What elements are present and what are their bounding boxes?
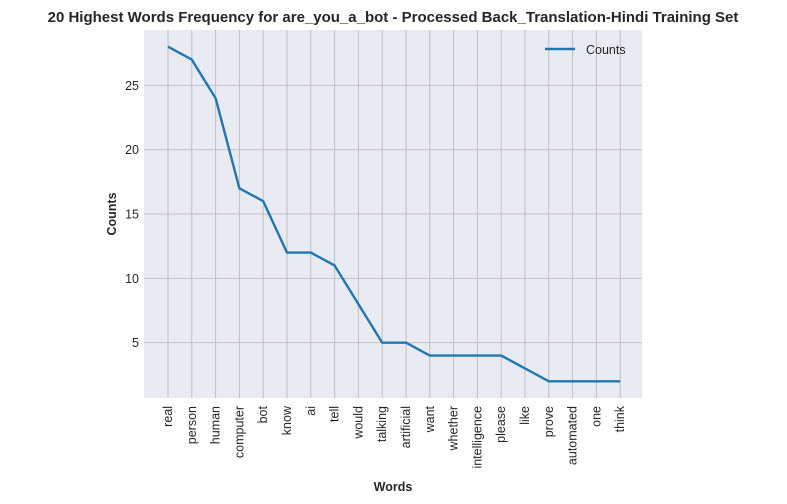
x-tick-label: real xyxy=(161,406,175,427)
x-tick-label: human xyxy=(209,406,223,444)
x-tick-label: one xyxy=(589,406,603,427)
x-tick-label: whether xyxy=(447,406,461,451)
x-tick-label: artificial xyxy=(399,406,413,448)
x-tick-label: intelligence xyxy=(470,406,484,469)
series-line-counts xyxy=(167,45,621,383)
y-tick-label: 10 xyxy=(125,272,139,286)
x-tick-label: know xyxy=(280,405,294,435)
x-tick-label: like xyxy=(518,406,532,425)
y-tick-label: 5 xyxy=(132,336,139,350)
y-tick-labels: 5 10 15 20 25 xyxy=(125,79,139,350)
x-tick-label: computer xyxy=(232,406,246,458)
y-axis-label: Counts xyxy=(105,192,119,235)
y-tick-label: 15 xyxy=(125,208,139,222)
x-tick-label: think xyxy=(613,405,627,432)
x-tick-label: ai xyxy=(304,406,318,416)
y-gridlines xyxy=(144,84,642,344)
y-tick-label: 25 xyxy=(125,79,139,93)
x-tick-label: want xyxy=(423,405,437,433)
x-tick-label: talking xyxy=(375,406,389,442)
x-tick-label: person xyxy=(185,406,199,444)
legend: Counts xyxy=(545,43,626,57)
x-axis-label: Words xyxy=(374,480,413,494)
x-tick-label: would xyxy=(351,406,365,440)
x-tick-label: please xyxy=(494,406,508,443)
chart-title: 20 Highest Words Frequency for are_you_a… xyxy=(48,9,739,26)
x-tick-labels: real person human computer bot know ai tell woul… xyxy=(161,405,627,469)
y-tick-label: 20 xyxy=(125,143,139,157)
x-tick-label: tell xyxy=(328,406,342,422)
x-tick-label: prove xyxy=(542,406,556,437)
x-tick-label: bot xyxy=(256,405,270,423)
x-tick-label: automated xyxy=(566,406,580,465)
legend-label: Counts xyxy=(586,43,626,57)
